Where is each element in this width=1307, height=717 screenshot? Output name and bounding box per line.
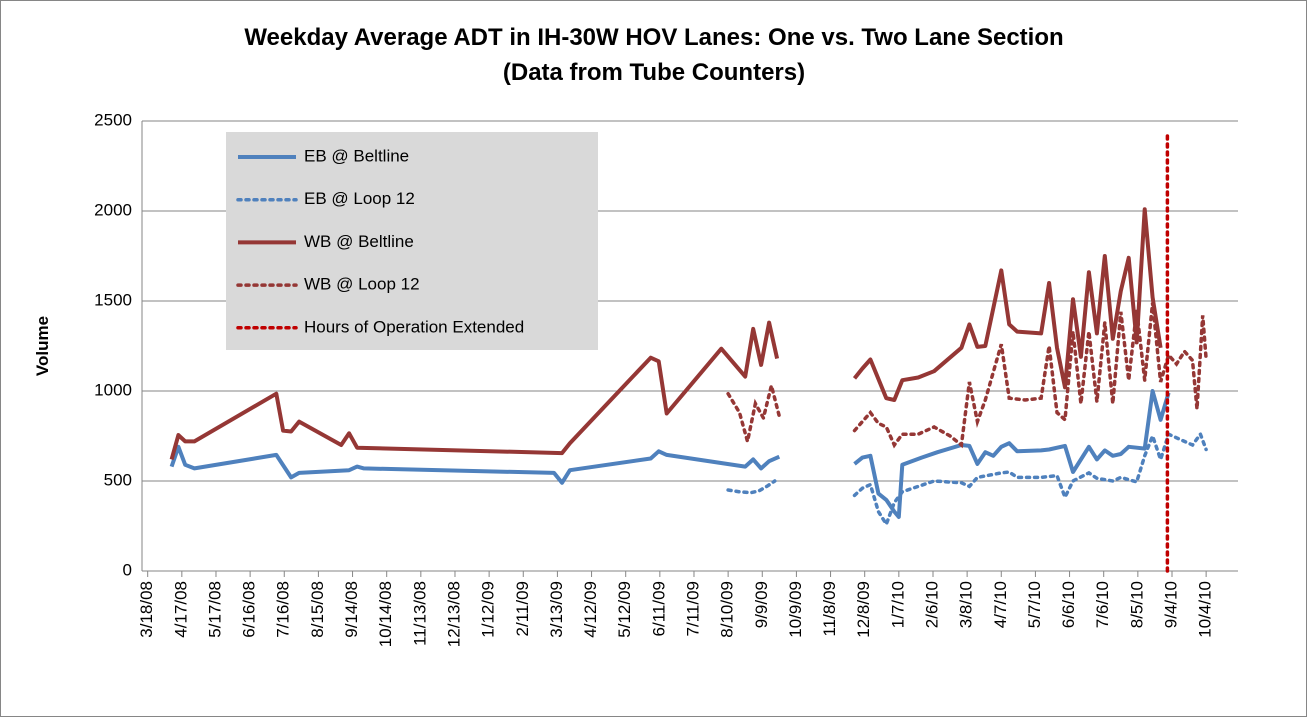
plot-area <box>169 131 1208 573</box>
y-tick-label: 1000 <box>94 380 132 399</box>
legend-label: WB @ Loop 12 <box>304 275 420 294</box>
x-tick-label: 12/13/08 <box>444 581 463 647</box>
series-line <box>726 302 1208 449</box>
x-tick-label: 10/9/09 <box>786 581 805 638</box>
x-tick-label: 9/9/09 <box>752 581 771 628</box>
x-tick-label: 9/4/10 <box>1161 581 1180 628</box>
chart-subtitle: (Data from Tube Counters) <box>503 59 805 86</box>
x-tick-label: 7/6/10 <box>1093 581 1112 628</box>
legend-label: EB @ Beltline <box>304 146 409 165</box>
legend-label: Hours of Operation Extended <box>304 317 524 336</box>
x-tick-label: 7/11/09 <box>683 581 702 636</box>
x-tick-label: 2/11/09 <box>513 581 532 636</box>
x-tick-label: 7/16/08 <box>274 581 293 638</box>
x-tick-label: 4/17/08 <box>171 581 190 638</box>
x-tick-label: 9/14/08 <box>342 581 361 638</box>
x-tick-label: 11/8/09 <box>820 581 839 636</box>
x-tick-label: 4/12/09 <box>581 581 600 638</box>
x-tick-label: 12/8/09 <box>854 581 873 638</box>
y-tick-label: 1500 <box>94 290 132 309</box>
x-tick-label: 6/16/08 <box>240 581 259 638</box>
x-tick-label: 8/15/08 <box>308 581 327 638</box>
series-line <box>169 389 1171 519</box>
x-tick-label: 1/12/09 <box>479 581 498 638</box>
x-tick-label: 8/5/10 <box>1127 581 1146 628</box>
y-tick-label: 2000 <box>94 200 132 219</box>
y-tick-label: 0 <box>123 560 132 579</box>
legend-label: WB @ Beltline <box>304 232 414 251</box>
x-tick-label: 5/7/10 <box>1025 581 1044 628</box>
x-tick-label: 3/13/09 <box>547 581 566 638</box>
x-tick-label: 11/13/08 <box>410 581 429 646</box>
x-tick-label: 10/4/10 <box>1196 581 1215 638</box>
y-tick-label: 500 <box>104 470 132 489</box>
x-tick-label: 5/12/09 <box>615 581 634 638</box>
x-tick-label: 4/7/10 <box>991 581 1010 628</box>
x-tick-label: 3/8/10 <box>957 581 976 628</box>
x-tick-label: 8/10/09 <box>718 581 737 638</box>
x-tick-label: 2/6/10 <box>922 581 941 628</box>
legend-label: EB @ Loop 12 <box>304 189 415 208</box>
y-axis-label: Volume <box>33 316 52 376</box>
series-line <box>726 430 1208 529</box>
x-tick-label: 6/6/10 <box>1059 581 1078 628</box>
y-tick-label: 2500 <box>94 110 132 129</box>
x-tick-label: 3/18/08 <box>137 581 156 638</box>
x-tick-label: 1/7/10 <box>888 581 907 628</box>
series-line <box>169 207 1163 460</box>
x-tick-label: 6/11/09 <box>649 581 668 636</box>
legend: EB @ Beltline EB @ Loop 12 WB @ Beltline WB… <box>226 132 598 350</box>
x-tick-label: 10/14/08 <box>376 581 395 647</box>
x-tick-label: 5/17/08 <box>205 581 224 638</box>
chart-title: Weekday Average ADT in IH-30W HOV Lanes:… <box>244 24 1063 51</box>
